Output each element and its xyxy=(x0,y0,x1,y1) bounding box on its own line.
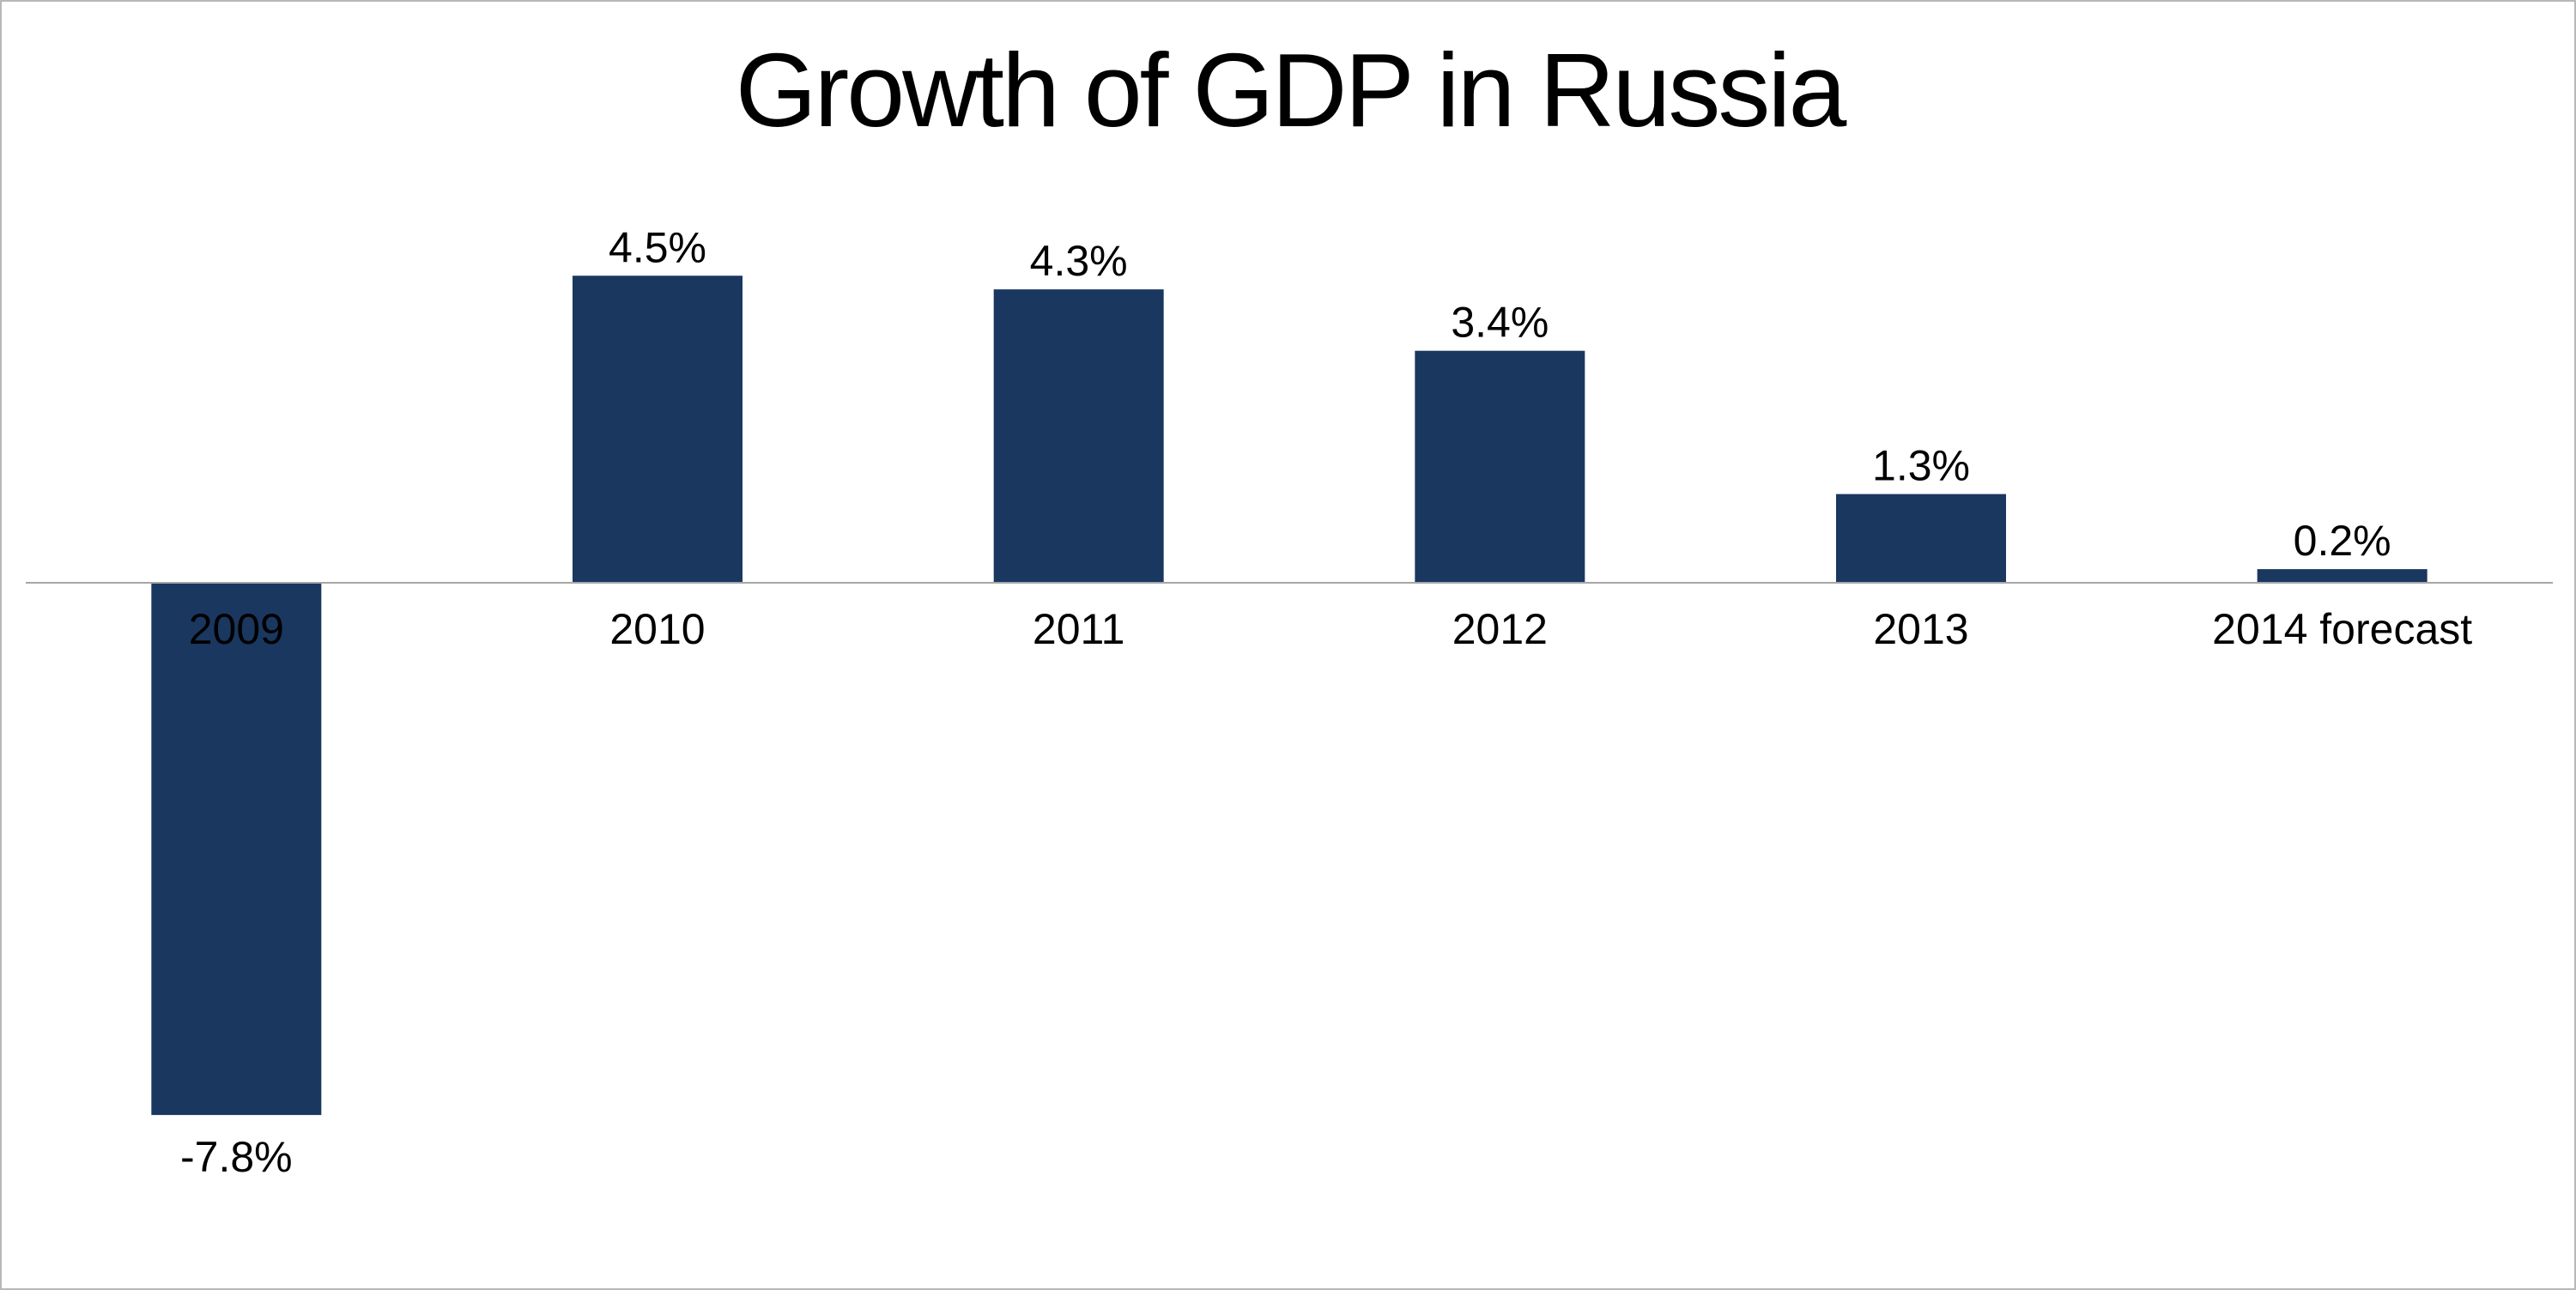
category-tick-label: 2010 xyxy=(609,605,705,653)
bar-2010 xyxy=(573,276,742,583)
bar-2013 xyxy=(1836,494,2006,583)
value-label: 1.3% xyxy=(1872,442,1970,490)
bar-2012 xyxy=(1415,350,1585,583)
chart-title: Growth of GDP in Russia xyxy=(735,32,1847,148)
bar-2009 xyxy=(151,583,322,1116)
value-label: 0.2% xyxy=(2294,517,2391,565)
category-tick-label: 2014 forecast xyxy=(2212,605,2472,653)
category-tick-label: 2012 xyxy=(1452,605,1548,653)
category-tick-label: 2013 xyxy=(1873,605,1968,653)
value-label: 4.5% xyxy=(609,223,706,271)
value-label: -7.8% xyxy=(180,1133,293,1181)
category-tick-label: 2009 xyxy=(189,605,284,653)
value-label: 4.3% xyxy=(1030,237,1128,285)
category-tick-label: 2011 xyxy=(1033,605,1125,653)
value-label: 3.4% xyxy=(1451,299,1549,347)
bar-2011 xyxy=(993,289,1164,583)
labels-layer: -7.8% 2009 4.5% 2010 4.3% 2011 3.4% 2012 1.3% 201… xyxy=(180,223,2472,1181)
bars-layer xyxy=(151,276,2428,1116)
bar-2014-forecast xyxy=(2257,569,2428,583)
